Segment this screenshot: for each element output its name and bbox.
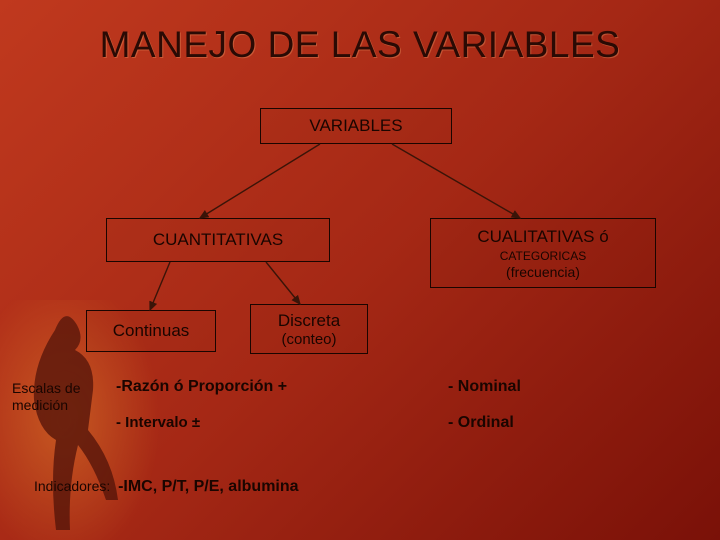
- scale-ordinal: - Ordinal: [448, 414, 514, 432]
- node-discreta-label: Discreta: [278, 311, 340, 331]
- node-cualitativas-sub: CATEGORICAS: [500, 249, 586, 263]
- scale-nominal: - Nominal: [448, 378, 521, 396]
- node-cuantitativas: CUANTITATIVAS: [106, 218, 330, 262]
- escalas-label: Escalas de medición: [12, 380, 80, 414]
- indicadores-label: Indicadores:: [34, 478, 110, 494]
- node-cuantitativas-label: CUANTITATIVAS: [153, 230, 283, 250]
- node-variables: VARIABLES: [260, 108, 452, 144]
- indicadores-line: Indicadores: -IMC, P/T, P/E, albumina: [34, 478, 299, 496]
- node-discreta-sub: (conteo): [281, 331, 336, 348]
- escalas-label-l1: Escalas de: [12, 380, 80, 396]
- node-continuas-label: Continuas: [113, 321, 190, 341]
- scale-razon: -Razón ó Proporción +: [116, 378, 287, 396]
- node-discreta: Discreta (conteo): [250, 304, 368, 354]
- node-continuas: Continuas: [86, 310, 216, 352]
- node-variables-label: VARIABLES: [309, 116, 402, 136]
- node-cualitativas-label: CUALITATIVAS ó: [477, 227, 608, 247]
- node-cualitativas: CUALITATIVAS ó CATEGORICAS (frecuencia): [430, 218, 656, 288]
- escalas-label-l2: medición: [12, 397, 68, 413]
- indicadores-value: -IMC, P/T, P/E, albumina: [118, 478, 298, 495]
- scale-intervalo: - Intervalo ±: [116, 414, 200, 431]
- slide-title: MANEJO DE LAS VARIABLES: [0, 24, 720, 66]
- node-cualitativas-freq: (frecuencia): [506, 264, 580, 280]
